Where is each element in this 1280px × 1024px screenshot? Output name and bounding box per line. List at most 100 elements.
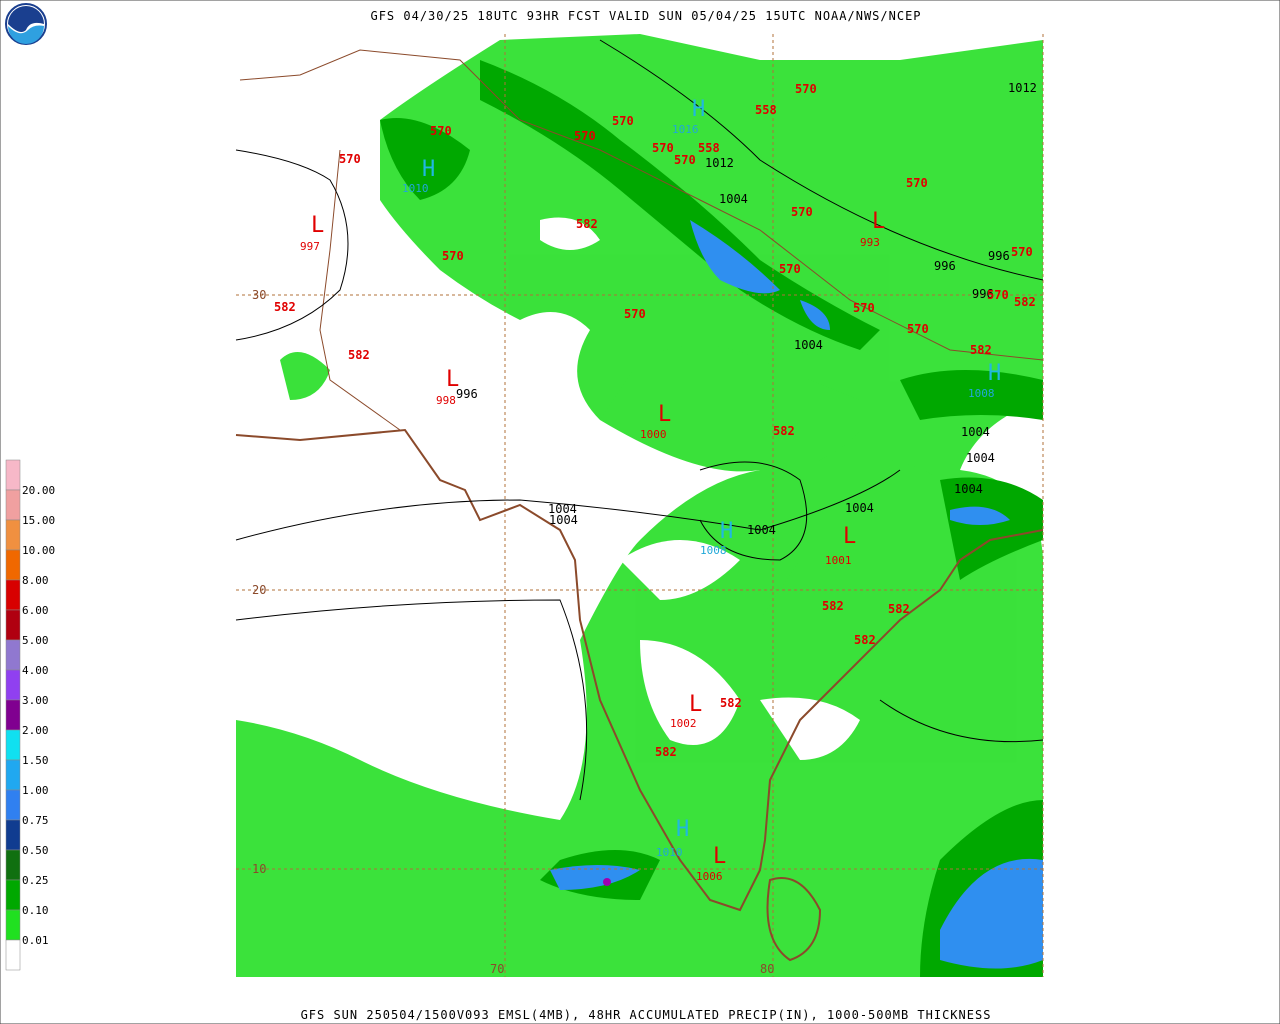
legend-swatch	[5, 849, 21, 881]
pressure-center-letter: L	[689, 692, 702, 717]
thickness-label: 582	[348, 348, 370, 362]
isobar-label: 1004	[794, 338, 823, 352]
legend-label: 1.50	[22, 754, 49, 767]
legend-label: 0.50	[22, 844, 49, 857]
grid-label: 10	[252, 862, 266, 876]
legend-label: 0.01	[22, 934, 49, 947]
legend-label: 5.00	[22, 634, 49, 647]
thickness-label: 582	[822, 599, 844, 613]
grid-label: 80	[760, 962, 774, 976]
pressure-center-value: 1008	[700, 544, 727, 557]
thickness-label: 582	[655, 745, 677, 759]
legend-label: 4.00	[22, 664, 49, 677]
isobar-label: 1004	[954, 482, 983, 496]
footer-caption: GFS SUN 250504/1500V093 EMSL(4MB), 48HR …	[301, 1008, 992, 1022]
grid-label: 70	[490, 962, 504, 976]
pressure-center-letter: L	[658, 402, 671, 427]
pressure-center-value: 998	[436, 394, 456, 407]
legend-swatch	[5, 489, 21, 521]
pressure-center-value: 1010	[402, 182, 429, 195]
pressure-center-value: 1000	[640, 428, 667, 441]
thickness-label: 570	[430, 124, 452, 138]
legend-swatch	[5, 939, 21, 971]
legend-label: 15.00	[22, 514, 55, 527]
isobar-label: 1004	[747, 523, 776, 537]
pressure-center-value: 1001	[825, 554, 852, 567]
pressure-center-letter: L	[311, 213, 324, 238]
legend-label: 0.75	[22, 814, 49, 827]
legend-label: 0.25	[22, 874, 49, 887]
title: GFS 04/30/25 18UTC 93HR FCST VALID SUN 0…	[370, 9, 921, 23]
legend-label: 2.00	[22, 724, 49, 737]
pressure-center-letter: H	[692, 97, 705, 122]
pressure-center-letter: H	[720, 519, 733, 544]
noaa-logo	[5, 3, 47, 45]
isobar-label: 1004	[961, 425, 990, 439]
pressure-center-value: 1010	[656, 846, 683, 859]
thickness-label: 570	[906, 176, 928, 190]
grid-label: 30	[252, 288, 266, 302]
thickness-label: 582	[888, 602, 910, 616]
legend-swatch	[5, 639, 21, 671]
pressure-center-letter: H	[988, 361, 1001, 386]
isobar-label: 1004	[719, 192, 748, 206]
thickness-label: 558	[698, 141, 720, 155]
pressure-center-value: 997	[300, 240, 320, 253]
pressure-center-letter: L	[843, 524, 856, 549]
legend-swatch	[5, 579, 21, 611]
grid-label: 20	[252, 583, 266, 597]
isobar-label: 996	[456, 387, 478, 401]
thickness-label: 582	[854, 633, 876, 647]
isobar-label: 1004	[548, 502, 577, 516]
pressure-center-letter: H	[676, 817, 689, 842]
legend-label: 0.10	[22, 904, 49, 917]
legend-swatch	[5, 699, 21, 731]
pressure-center-value: 1006	[696, 870, 723, 883]
legend-label: 20.00	[22, 484, 55, 497]
pressure-center-letter: L	[713, 844, 726, 869]
thickness-label: 582	[773, 424, 795, 438]
thickness-label: 570	[339, 152, 361, 166]
isobar-label: 1004	[966, 451, 995, 465]
isobar-label: 996	[934, 259, 956, 273]
legend-swatch	[5, 879, 21, 911]
pressure-center-letter: L	[446, 367, 459, 392]
legend: 20.00 15.00 10.00 8.00 6.00 5.00 4.00 3.00 2.00 1…	[5, 459, 55, 971]
thickness-label: 570	[624, 307, 646, 321]
thickness-label: 570	[791, 205, 813, 219]
pressure-center-letter: L	[872, 209, 885, 234]
legend-swatch	[5, 729, 21, 761]
pressure-center-letter: H	[422, 157, 435, 182]
legend-swatch	[5, 789, 21, 821]
isobar-label: 996	[972, 287, 994, 301]
thickness-label: 582	[970, 343, 992, 357]
isobar-label: 1012	[705, 156, 734, 170]
legend-swatch	[5, 909, 21, 941]
pressure-center-value: 1002	[670, 717, 697, 730]
pressure-center-value: 993	[860, 236, 880, 249]
thickness-label: 570	[795, 82, 817, 96]
legend-label: 3.00	[22, 694, 49, 707]
legend-swatch	[5, 759, 21, 791]
pressure-center-value: 1016	[672, 123, 699, 136]
thickness-label: 570	[853, 301, 875, 315]
isobar-label: 1012	[1008, 81, 1037, 95]
pressure-center-value: 1008	[968, 387, 995, 400]
thickness-label: 558	[755, 103, 777, 117]
thickness-label: 570	[1011, 245, 1033, 259]
isobar-label: 996	[988, 249, 1010, 263]
thickness-label: 582	[576, 217, 598, 231]
legend-swatch	[5, 519, 21, 551]
thickness-label: 570	[779, 262, 801, 276]
thickness-label: 570	[652, 141, 674, 155]
thickness-label: 582	[1014, 295, 1036, 309]
legend-swatch	[5, 669, 21, 701]
legend-label: 1.00	[22, 784, 49, 797]
thickness-label: 570	[674, 153, 696, 167]
thickness-label: 582	[720, 696, 742, 710]
thickness-label: 570	[907, 322, 929, 336]
legend-swatch	[5, 459, 21, 491]
legend-swatch	[5, 549, 21, 581]
